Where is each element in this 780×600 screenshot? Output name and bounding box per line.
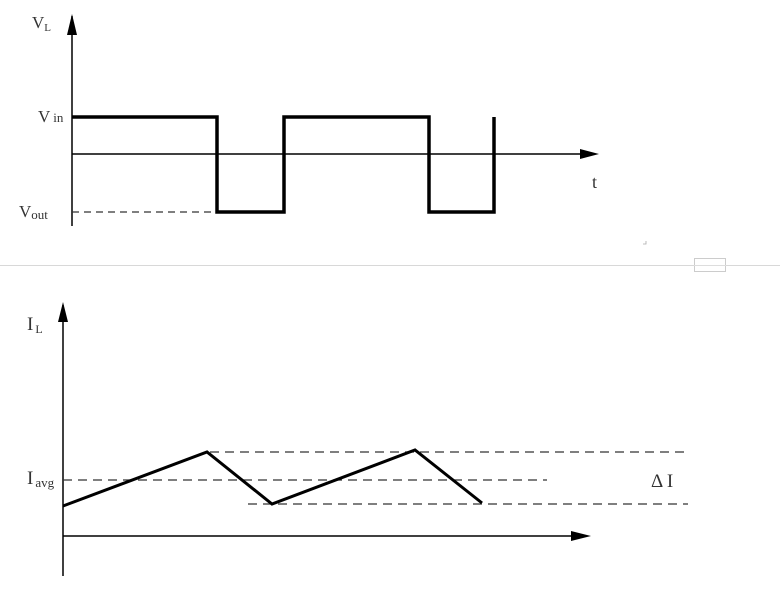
- vout-label: Vout: [19, 202, 48, 222]
- il-y-axis-arrow: [58, 302, 68, 322]
- time-axis-label: t: [592, 172, 597, 192]
- paragraph-mark-icon: [643, 241, 647, 245]
- vl-waveform: [72, 115, 496, 214]
- il-x-axis-arrow: [571, 531, 591, 541]
- time-axis-arrow: [580, 149, 599, 159]
- vl-axis-label: VL: [32, 13, 51, 34]
- vl-y-axis-arrow: [67, 14, 77, 35]
- delta-i-label: Δ I: [651, 471, 673, 492]
- il-waveform: [62, 448, 483, 508]
